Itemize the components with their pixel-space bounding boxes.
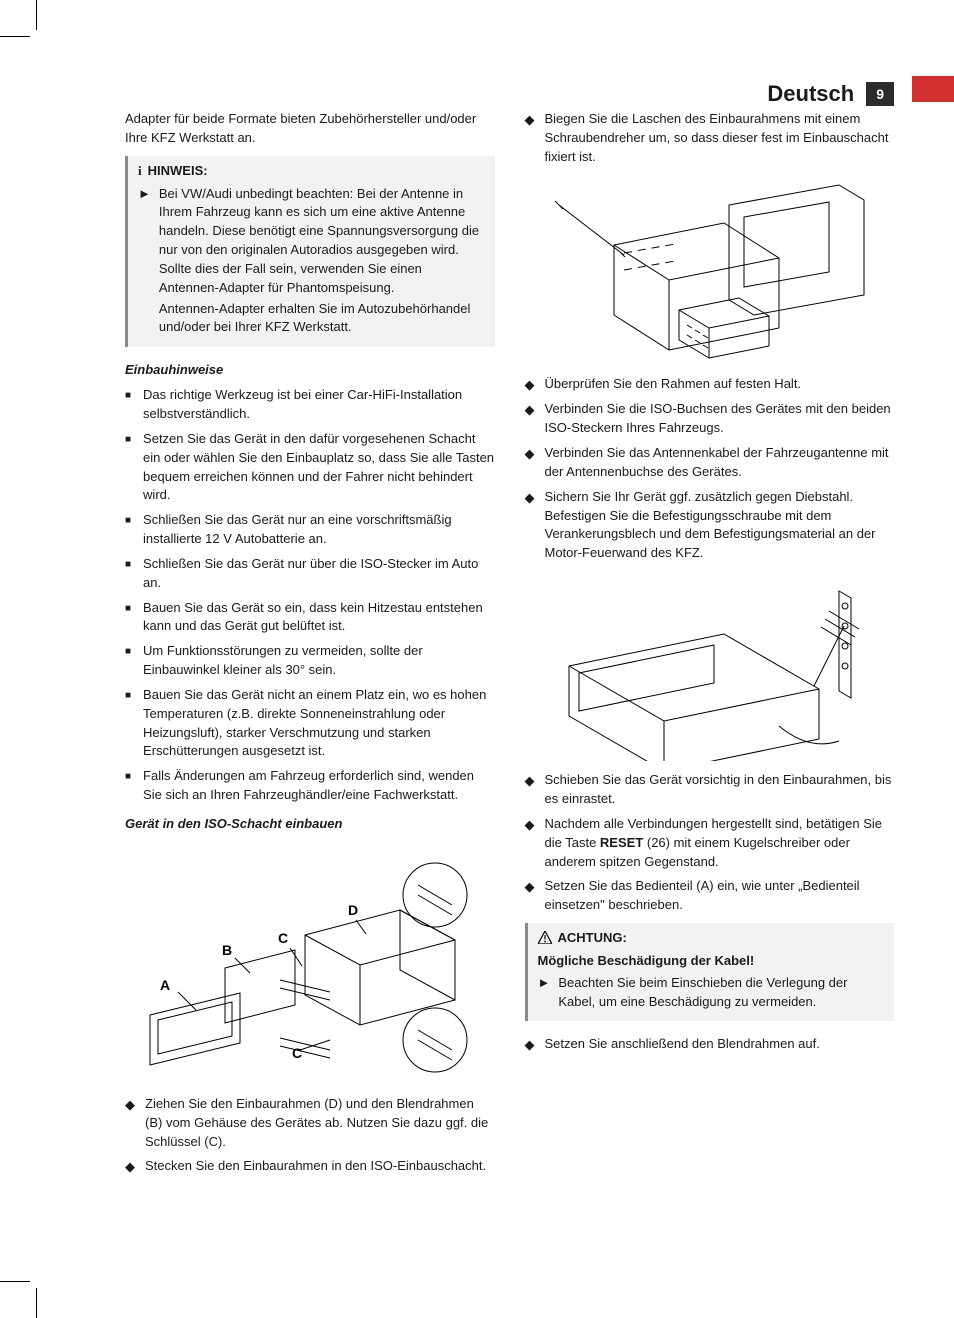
hinweis-label: HINWEIS: [148, 162, 208, 181]
list-item: ◆Stecken Sie den Einbaurahmen in den ISO… [125, 1157, 495, 1177]
figure-iso-install: A B C D C [125, 840, 495, 1085]
crop-mark [36, 1288, 37, 1318]
list-item: ■Bauen Sie das Gerät nicht an einem Plat… [125, 686, 495, 761]
list-item: ◆Ziehen Sie den Einbaurahmen (D) und den… [125, 1095, 495, 1152]
list-item: ■Schließen Sie das Gerät nur an eine vor… [125, 511, 495, 549]
square-bullet-icon: ■ [125, 389, 131, 424]
achtung-label: ACHTUNG: [558, 929, 627, 948]
list-item: ◆Verbinden Sie das Antennenkabel der Fah… [525, 444, 895, 482]
list-item: ◆Sichern Sie Ihr Gerät ggf. zusätzlich g… [525, 488, 895, 563]
right-column: ◆Biegen Sie die Laschen des Einbaurahmen… [525, 110, 895, 1185]
bend-tabs-list: ◆Biegen Sie die Laschen des Einbaurahmen… [525, 110, 895, 167]
hinweis-item: ► Bei VW/Audi unbedingt beachten: Bei de… [138, 185, 485, 338]
figure-cage [525, 175, 895, 365]
label-c: C [278, 930, 288, 946]
crop-mark [36, 0, 37, 30]
list-item: ■Um Funktionsstörungen zu vermeiden, sol… [125, 642, 495, 680]
square-bullet-icon: ■ [125, 558, 131, 593]
square-bullet-icon: ■ [125, 602, 131, 637]
hinweis-list: ► Bei VW/Audi unbedingt beachten: Bei de… [138, 185, 485, 338]
check-connect-list: ◆Überprüfen Sie den Rahmen auf festen Ha… [525, 375, 895, 564]
einbauhinweise-list: ■Das richtige Werkzeug ist bei einer Car… [125, 386, 495, 805]
list-item: ◆Schieben Sie das Gerät vorsichtig in de… [525, 771, 895, 809]
left-column: Adapter für beide Formate bieten Zubehör… [125, 110, 495, 1185]
language-label: Deutsch [767, 78, 854, 110]
reset-label: RESET [600, 835, 643, 850]
list-item: ◆Biegen Sie die Laschen des Einbaurahmen… [525, 110, 895, 167]
diamond-bullet-icon: ◆ [525, 1036, 535, 1055]
hinweis-text2: Antennen-Adapter erhalten Sie im Autozub… [159, 300, 485, 338]
square-bullet-icon: ■ [125, 770, 131, 805]
slide-reset-list: ◆Schieben Sie das Gerät vorsichtig in de… [525, 771, 895, 915]
crop-mark [0, 36, 30, 37]
achtung-title: ACHTUNG: [538, 929, 885, 948]
list-item: ◆Setzen Sie das Bedienteil (A) ein, wie … [525, 877, 895, 915]
label-a: A [160, 977, 170, 993]
achtung-item: ► Beachten Sie beim Einschieben die Verl… [538, 974, 885, 1012]
final-step-list: ◆Setzen Sie anschließend den Blendrahmen… [525, 1035, 895, 1055]
hinweis-text: Bei VW/Audi unbedingt beachten: Bei der … [159, 186, 479, 295]
diamond-bullet-icon: ◆ [525, 816, 535, 872]
triangle-bullet-icon: ► [138, 185, 151, 338]
intro-text: Adapter für beide Formate bieten Zubehör… [125, 110, 495, 148]
label-b: B [222, 942, 232, 958]
subhead-iso-schacht: Gerät in den ISO-Schacht einbauen [125, 815, 495, 834]
square-bullet-icon: ■ [125, 689, 131, 761]
list-item: ◆Setzen Sie anschließend den Blendrahmen… [525, 1035, 895, 1055]
achtung-list: ► Beachten Sie beim Einschieben die Verl… [538, 974, 885, 1012]
diamond-bullet-icon: ◆ [525, 376, 535, 395]
crop-mark [0, 1281, 30, 1282]
list-item: ■Schließen Sie das Gerät nur über die IS… [125, 555, 495, 593]
diamond-bullet-icon: ◆ [525, 401, 535, 438]
mount-diagram-icon [529, 571, 889, 761]
iso-install-diagram-icon: A B C D C [130, 840, 490, 1085]
square-bullet-icon: ■ [125, 514, 131, 549]
achtung-text: Beachten Sie beim Einschieben die Verleg… [558, 974, 884, 1012]
achtung-subtitle: Mögliche Beschädigung der Kabel! [538, 952, 885, 971]
hinweis-box: i HINWEIS: ► Bei VW/Audi unbedingt beach… [125, 156, 495, 348]
page-number: 9 [866, 82, 894, 106]
list-item: ◆Überprüfen Sie den Rahmen auf festen Ha… [525, 375, 895, 395]
page-header: Deutsch 9 [767, 78, 894, 110]
side-tab [912, 76, 954, 102]
warning-icon [538, 929, 552, 948]
triangle-bullet-icon: ► [538, 974, 551, 1012]
list-item: ■Setzen Sie das Gerät in den dafür vorge… [125, 430, 495, 505]
content-area: Adapter für beide Formate bieten Zubehör… [125, 110, 894, 1185]
list-item: ◆Verbinden Sie die ISO-Buchsen des Gerät… [525, 400, 895, 438]
square-bullet-icon: ■ [125, 433, 131, 505]
list-item: ◆ Nachdem alle Verbindungen hergestellt … [525, 815, 895, 872]
info-icon: i [138, 162, 142, 181]
figure-mount [525, 571, 895, 761]
diamond-bullet-icon: ◆ [525, 878, 535, 915]
list-item: ■Das richtige Werkzeug ist bei einer Car… [125, 386, 495, 424]
diamond-bullet-icon: ◆ [525, 445, 535, 482]
square-bullet-icon: ■ [125, 645, 131, 680]
cage-diagram-icon [529, 175, 889, 365]
list-item: ■Bauen Sie das Gerät so ein, dass kein H… [125, 599, 495, 637]
diamond-bullet-icon: ◆ [525, 489, 535, 563]
diamond-bullet-icon: ◆ [525, 111, 535, 167]
diamond-bullet-icon: ◆ [125, 1158, 135, 1177]
hinweis-title: i HINWEIS: [138, 162, 485, 181]
iso-steps-list: ◆Ziehen Sie den Einbaurahmen (D) und den… [125, 1095, 495, 1177]
diamond-bullet-icon: ◆ [525, 772, 535, 809]
diamond-bullet-icon: ◆ [125, 1096, 135, 1152]
list-item: ■Falls Änderungen am Fahrzeug erforderli… [125, 767, 495, 805]
label-c2: C [292, 1045, 302, 1061]
achtung-box: ACHTUNG: Mögliche Beschädigung der Kabel… [525, 923, 895, 1021]
label-d: D [348, 902, 358, 918]
subhead-einbauhinweise: Einbauhinweise [125, 361, 495, 380]
reset-instruction: Nachdem alle Verbindungen hergestellt si… [545, 815, 895, 872]
